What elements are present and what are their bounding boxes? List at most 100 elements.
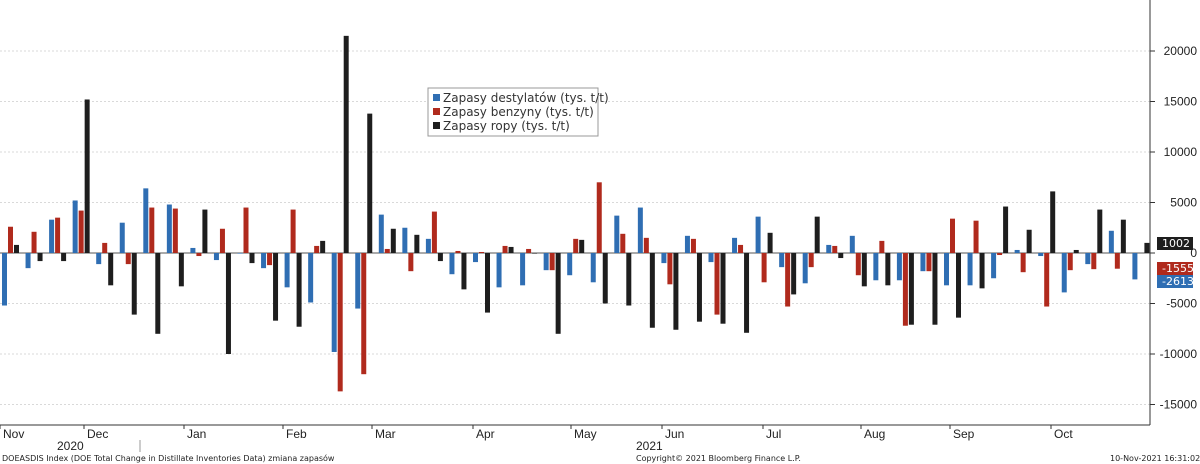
bar [1114, 253, 1120, 269]
bar [1144, 242, 1150, 253]
bar [108, 253, 114, 286]
legend-swatch-crude [433, 122, 440, 129]
bar [838, 253, 844, 259]
bar [479, 251, 484, 253]
bar [555, 253, 561, 334]
last-value-distillates: -2613 [1162, 275, 1194, 288]
bar [219, 228, 225, 253]
bar [267, 253, 273, 266]
bar [549, 253, 555, 271]
bar [84, 99, 90, 253]
bar [284, 253, 290, 288]
bar [602, 253, 608, 304]
bar [973, 220, 979, 253]
bar [143, 188, 149, 253]
bar [643, 237, 649, 253]
bar [496, 253, 502, 288]
bar [567, 253, 573, 276]
bar [902, 253, 908, 326]
bar [590, 253, 596, 283]
bar [738, 244, 744, 253]
bar [25, 253, 31, 269]
last-value-badges: 1002 -1555 -2613 [1157, 237, 1194, 288]
bar [37, 253, 43, 262]
bar [956, 253, 961, 318]
bar [826, 244, 832, 253]
bar [166, 204, 172, 253]
bar [979, 253, 985, 289]
x-tick-label: Sep [953, 427, 975, 441]
last-value-crude: 1002 [1162, 237, 1190, 250]
bar [614, 215, 620, 253]
bar [520, 253, 526, 286]
bar [885, 253, 891, 286]
bar [991, 253, 997, 279]
bar [72, 200, 78, 253]
bar [378, 214, 384, 253]
x-tick-label: May [574, 427, 597, 441]
bar [390, 228, 396, 253]
bar [532, 253, 538, 254]
bar [249, 253, 255, 264]
y-tick-label: 20000 [1164, 44, 1198, 58]
bar [744, 253, 750, 333]
bar [367, 113, 373, 254]
bar [967, 253, 973, 286]
bar [1132, 253, 1138, 280]
bar [690, 238, 696, 253]
bar [384, 248, 390, 253]
legend-swatch-gasoline [433, 108, 440, 115]
bar [1108, 230, 1114, 253]
bar [261, 253, 267, 269]
bar [1020, 253, 1026, 273]
bar [1061, 253, 1067, 293]
footer-copyright: Copyright© 2021 Bloomberg Finance L.P. [636, 454, 801, 463]
bar [449, 253, 455, 275]
x-tick-label: Aug [864, 427, 885, 441]
bar [296, 253, 302, 327]
bar [1014, 249, 1020, 253]
bar [684, 235, 690, 253]
bar [290, 209, 296, 253]
bar [808, 253, 814, 268]
bar [61, 253, 67, 262]
bar [732, 237, 738, 253]
x-tick-label: Oct [1054, 427, 1073, 441]
bar [331, 253, 337, 352]
bar [78, 210, 84, 253]
bar [667, 253, 673, 285]
bar [1091, 253, 1097, 270]
bar [908, 253, 914, 325]
y-tick-label: -5000 [1166, 297, 1197, 311]
bar [473, 253, 478, 263]
footer-source: DOEASDIS Index (DOE Total Change in Dist… [2, 453, 335, 463]
bar [408, 253, 414, 272]
bar [361, 253, 367, 375]
bar [861, 253, 867, 287]
x-tick-label: Dec [87, 427, 108, 441]
bar [314, 245, 320, 253]
bar [896, 253, 902, 281]
last-value-gasoline: -1555 [1162, 262, 1194, 275]
bar [178, 253, 184, 287]
last-value-badge-gasoline [1157, 262, 1193, 275]
bar [932, 253, 938, 325]
bar [920, 253, 926, 272]
bar [779, 253, 785, 268]
bar [172, 208, 178, 253]
bar [620, 233, 626, 253]
y-tick-label: -15000 [1160, 398, 1198, 412]
bar [1097, 209, 1103, 253]
bar [155, 253, 161, 334]
bar [96, 253, 102, 265]
bar [425, 238, 431, 253]
bar [320, 240, 326, 253]
bar [1044, 253, 1050, 307]
bar [926, 253, 932, 272]
bar [102, 242, 108, 253]
bar [455, 250, 461, 253]
bar [950, 218, 955, 253]
last-value-badge-crude [1157, 237, 1193, 250]
bar [708, 253, 714, 263]
